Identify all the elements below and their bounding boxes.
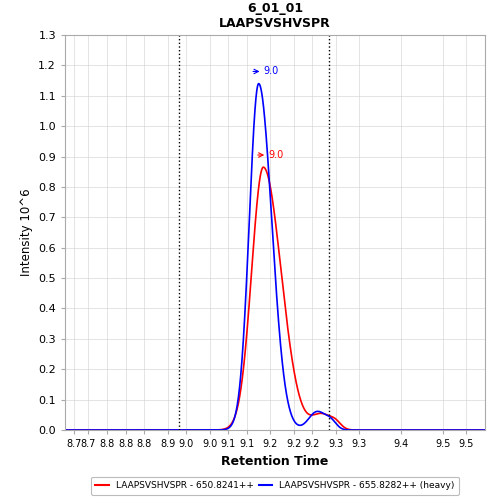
X-axis label: Retention Time: Retention Time [222,454,328,468]
Y-axis label: Intensity 10^6: Intensity 10^6 [20,188,32,276]
Title: 6_01_01
LAAPSVSHVSPR: 6_01_01 LAAPSVSHVSPR [219,2,331,29]
Text: 9.0: 9.0 [268,150,283,160]
Text: 9.0: 9.0 [264,66,278,76]
Legend: LAAPSVSHVSPR - 650.8241++, LAAPSVSHVSPR - 655.8282++ (heavy): LAAPSVSHVSPR - 650.8241++, LAAPSVSHVSPR … [91,476,459,494]
